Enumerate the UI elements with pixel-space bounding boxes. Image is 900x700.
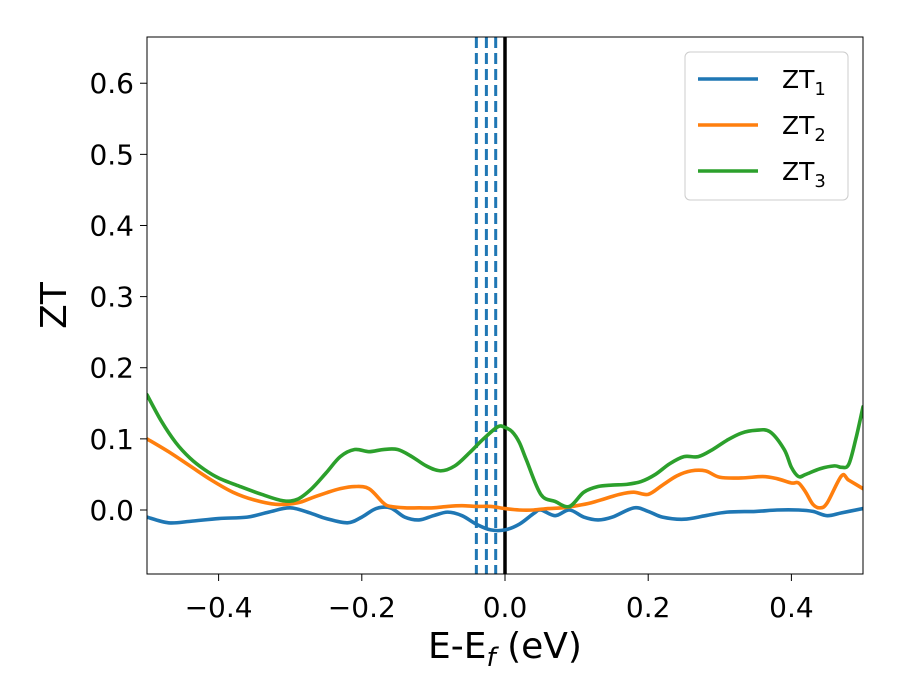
series-line-zt1	[147, 505, 863, 533]
series-lines	[147, 392, 863, 533]
y-tick-label: 0.3	[89, 281, 134, 314]
y-axis-label: ZT	[34, 281, 75, 329]
x-tick-label: 0.4	[769, 591, 814, 624]
y-tick-label: 0.2	[89, 352, 134, 385]
y-axis: 0.0 0.1 0.2 0.3 0.4 0.5 0.6	[89, 67, 147, 527]
x-tick-label: −0.4	[185, 591, 253, 624]
legend-label: ZT1	[782, 65, 826, 100]
series-line-zt3	[147, 392, 863, 509]
legend-label: ZT2	[782, 111, 826, 146]
x-axis-label: E-Ef (eV)	[428, 626, 582, 673]
x-axis-label-unit: (eV)	[496, 626, 582, 667]
x-tick-label: −0.2	[328, 591, 396, 624]
x-axis: −0.4 −0.2 0.0 0.2 0.4	[185, 574, 814, 624]
y-tick-label: 0.4	[89, 209, 134, 242]
series-line-zt2	[147, 437, 863, 512]
x-axis-label-main: E-E	[428, 626, 486, 667]
y-tick-label: 0.5	[89, 138, 134, 171]
legend: ZT1 ZT2 ZT3	[684, 51, 849, 201]
reference-lines	[474, 37, 507, 574]
x-tick-label: 0.2	[626, 591, 671, 624]
legend-box	[684, 51, 849, 201]
y-tick-label: 0.1	[89, 423, 134, 456]
x-tick-label: 0.0	[483, 591, 528, 624]
legend-label: ZT3	[782, 157, 826, 192]
y-tick-label: 0.6	[89, 67, 134, 100]
y-tick-label: 0.0	[89, 494, 134, 527]
